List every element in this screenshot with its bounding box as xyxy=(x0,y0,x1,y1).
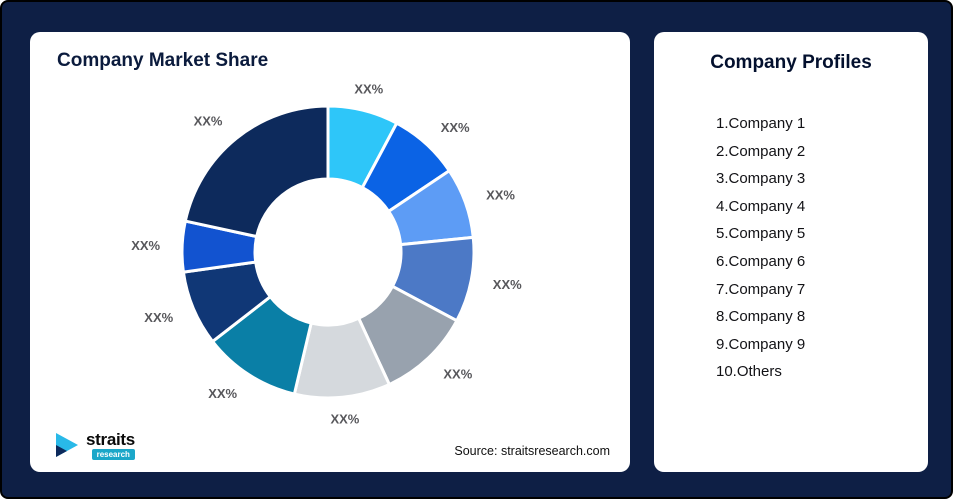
slice-label: XX% xyxy=(131,238,160,253)
logo-text: straits research xyxy=(86,431,135,460)
slice-label: XX% xyxy=(208,386,237,401)
profiles-card: Company Profiles 1.Company 1 2.Company 2… xyxy=(654,32,928,472)
slice-label: XX% xyxy=(443,367,472,382)
market-share-card: Company Market Share XX% XX% XX% XX% XX% XX% X… xyxy=(30,32,630,472)
slice-label: XX% xyxy=(144,310,173,325)
profile-item: 7.Company 7 xyxy=(716,280,806,298)
slice-label: XX% xyxy=(493,277,522,292)
slice-label: XX% xyxy=(486,188,515,203)
slice-label: XX% xyxy=(194,114,223,129)
profiles-title: Company Profiles xyxy=(710,52,872,73)
straits-logo: straits research xyxy=(52,430,135,460)
profile-item: 2.Company 2 xyxy=(716,142,806,160)
profile-item: 9.Company 9 xyxy=(716,335,806,353)
profile-item: 8.Company 8 xyxy=(716,308,806,326)
profile-item: 1.Company 1 xyxy=(716,115,806,132)
profiles-list: 1.Company 1 2.Company 2 3.Company 3 4.Co… xyxy=(716,110,805,386)
slice-label: XX% xyxy=(441,120,470,135)
source-text: Source: straitsresearch.com xyxy=(454,444,610,458)
brand-name: straits xyxy=(86,429,135,449)
donut-chart: XX% XX% XX% XX% XX% XX% XX% XX% XX% XX% xyxy=(131,82,522,427)
profile-item: 10.Others xyxy=(716,363,782,381)
slice-label: XX% xyxy=(354,82,383,97)
brand-sub: research xyxy=(91,448,135,460)
profile-item: 4.Company 4 xyxy=(716,197,806,215)
profile-item: 6.Company 6 xyxy=(716,252,806,270)
donut-segment-others xyxy=(183,104,330,239)
chart-title: Company Market Share xyxy=(57,50,269,71)
profile-item: 5.Company 5 xyxy=(716,225,806,243)
profile-item: 3.Company 3 xyxy=(716,170,806,188)
slice-label: XX% xyxy=(330,412,359,427)
logo-mark-icon xyxy=(56,433,78,457)
